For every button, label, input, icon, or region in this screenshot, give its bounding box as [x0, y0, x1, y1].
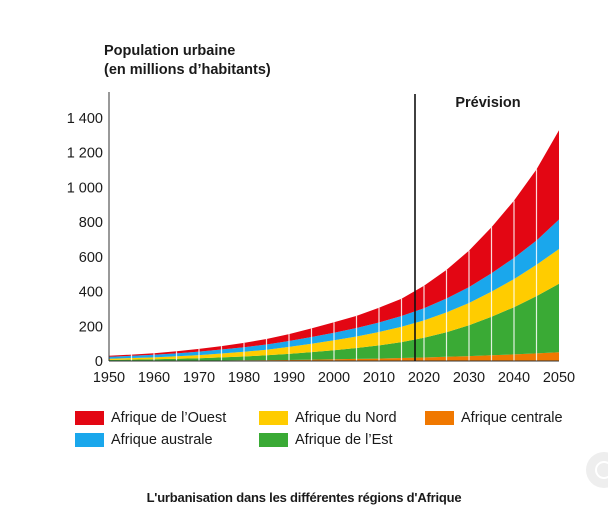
search-icon[interactable]	[586, 452, 608, 488]
urbanisation-area-chart: 0 200 400 600 800 1 000 1 200 1 400 1950 1960 1970…	[67, 92, 575, 386]
legend-label-afrique-nord: Afrique du Nord	[295, 410, 397, 426]
forecast-label: Prévision	[455, 95, 520, 111]
x-tick-label: 1950	[93, 370, 125, 386]
y-tick-label: 600	[79, 250, 103, 266]
x-tick-label: 1980	[228, 370, 260, 386]
x-tick-label: 2010	[363, 370, 395, 386]
x-tick-label: 2030	[453, 370, 485, 386]
y-tick-label: 1 400	[67, 111, 103, 127]
y-axis-title: Population urbaine (en millions d’habita…	[104, 42, 271, 80]
x-tick-label: 1960	[138, 370, 170, 386]
legend-swatch-afrique-est	[259, 433, 288, 447]
y-tick-label: 1 200	[67, 146, 103, 162]
legend-swatch-afrique-nord	[259, 411, 288, 425]
x-tick-label: 1970	[183, 370, 215, 386]
y-tick-label: 800	[79, 215, 103, 231]
x-tick-label: 2000	[318, 370, 350, 386]
legend-item-afrique-nord: Afrique du Nord	[259, 408, 397, 428]
legend-item-afrique-australe: Afrique australe	[75, 430, 213, 450]
y-axis-title-line1: Population urbaine	[104, 43, 236, 59]
legend: Afrique de l’Ouest Afrique du Nord Afriq…	[75, 408, 595, 452]
y-axis-title-line2: (en millions d’habitants)	[104, 62, 271, 78]
y-tick-label: 1 000	[67, 180, 103, 196]
legend-label-afrique-australe: Afrique australe	[111, 432, 213, 448]
x-tick-label: 2050	[543, 370, 575, 386]
legend-item-afrique-ouest: Afrique de l’Ouest	[75, 408, 226, 428]
y-tick-label: 200	[79, 319, 103, 335]
figure-caption: L'urbanisation dans les différentes régi…	[146, 490, 462, 505]
x-tick-label: 1990	[273, 370, 305, 386]
legend-swatch-afrique-ouest	[75, 411, 104, 425]
legend-label-afrique-est: Afrique de l’Est	[295, 432, 393, 448]
legend-item-afrique-centrale: Afrique centrale	[425, 408, 563, 428]
x-tick-label: 2020	[408, 370, 440, 386]
y-tick-label: 0	[95, 354, 103, 370]
legend-label-afrique-ouest: Afrique de l’Ouest	[111, 410, 227, 426]
x-tick-label: 2040	[498, 370, 530, 386]
y-tick-label: 400	[79, 285, 103, 301]
legend-label-afrique-centrale: Afrique centrale	[461, 410, 563, 426]
legend-swatch-afrique-australe	[75, 433, 104, 447]
legend-swatch-afrique-centrale	[425, 411, 454, 425]
legend-item-afrique-est: Afrique de l’Est	[259, 430, 393, 450]
